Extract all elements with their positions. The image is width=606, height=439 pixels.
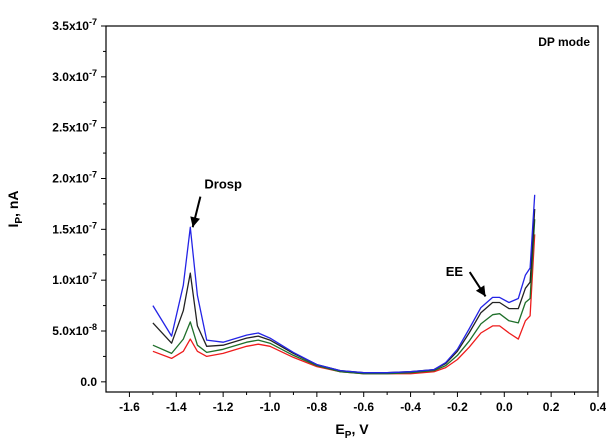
x-tick-label: -0.4: [400, 400, 421, 414]
x-tick-label: 0.0: [496, 400, 513, 414]
annotation-label: EE: [446, 264, 464, 279]
y-tick-label: 3.0x10-7: [52, 68, 97, 84]
series-layer: [152, 194, 536, 375]
y-axis-label-sub: P: [14, 217, 25, 224]
x-tick-label: 0.2: [543, 400, 560, 414]
annotations: Drosp EE: [190, 177, 487, 297]
x-axis-label-main: E: [335, 421, 344, 437]
series-line-4: [152, 194, 536, 374]
y-tick-label: 0.0: [80, 375, 97, 389]
y-tick-label: 1.0x10-7: [52, 271, 97, 287]
annotation-arrow-head: [190, 216, 200, 228]
series-line-2: [152, 219, 536, 375]
y-tick-label: 2.5x10-7: [52, 119, 97, 135]
y-tick-label: 3.5x10-7: [52, 17, 97, 33]
y-tick-label: 1.5x10-7: [52, 220, 97, 236]
x-tick-label: -0.2: [447, 400, 468, 414]
x-tick-label: -0.8: [307, 400, 328, 414]
x-axis-label-sub: P: [345, 430, 352, 439]
x-tick-label: -1.4: [166, 400, 187, 414]
x-tick-label: -1.6: [119, 400, 140, 414]
y-axis-label-main: I: [5, 224, 21, 228]
y-tick-label: 2.0x10-7: [52, 170, 97, 186]
x-tick-label: -0.6: [353, 400, 374, 414]
y-ticks: 0.0 5.0x10-8 1.0x10-7 1.5x10-7 2.0x10-7 2.5x1…: [52, 17, 106, 389]
x-tick-label: -1.0: [260, 400, 281, 414]
annotation-label: Drosp: [204, 177, 242, 192]
x-tick-label: -1.2: [213, 400, 234, 414]
y-axis-label: IP, nA: [5, 190, 25, 227]
x-ticks: -1.6 -1.4 -1.2 -1.0 -0.8 -0.6 -0.4 -0.2 0.0 0.2 0.…: [119, 392, 606, 414]
series-line-1: [152, 234, 536, 375]
y-axis-label-rest: , nA: [5, 190, 21, 216]
plot-frame: [105, 25, 599, 393]
x-tick-label: 0.4: [590, 400, 606, 414]
x-axis-label: EP, V: [335, 421, 369, 439]
mode-label: DP mode: [538, 35, 590, 49]
y-tick-label: 5.0x10-8: [52, 322, 97, 338]
x-axis-label-rest: , V: [351, 421, 369, 437]
annotation-arrow-head: [475, 285, 486, 297]
